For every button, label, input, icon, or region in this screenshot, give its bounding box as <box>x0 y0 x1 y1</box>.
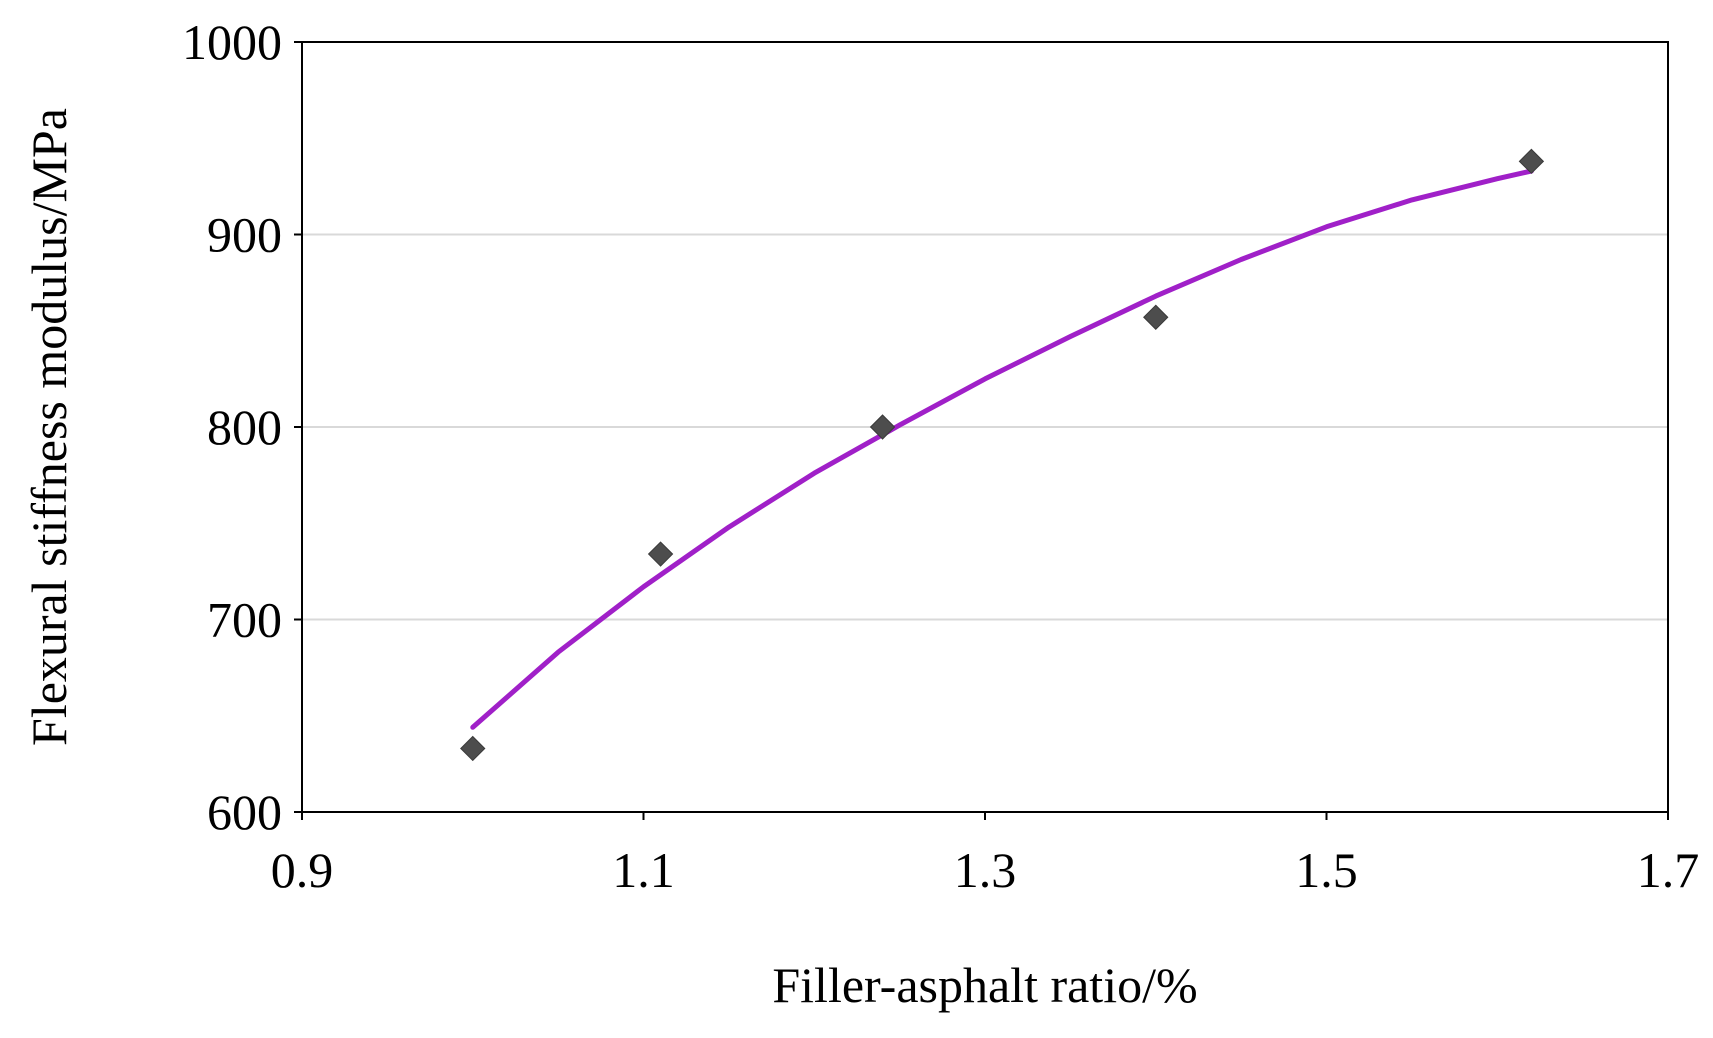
data-point <box>1518 148 1545 175</box>
y-tick-label: 700 <box>207 592 282 648</box>
trendline <box>470 168 1534 730</box>
y-tick-label: 600 <box>207 784 282 840</box>
y-tick-label: 800 <box>207 399 282 455</box>
axis-ticks <box>294 41 1669 820</box>
data-point <box>1143 304 1169 330</box>
x-tick-label: 1.3 <box>954 842 1017 898</box>
data-point <box>647 541 674 567</box>
trendline-layer <box>470 168 1534 730</box>
x-tick-label: 0.9 <box>271 842 334 898</box>
data-point <box>869 414 896 440</box>
y-axis-title: Flexural stiffness modulus/MPa <box>21 108 77 746</box>
x-axis-title: Filler-asphalt ratio/% <box>772 957 1197 1013</box>
y-tick-label: 1000 <box>182 14 282 70</box>
x-tick-label: 1.1 <box>612 842 675 898</box>
data-points <box>460 148 1545 762</box>
data-point <box>460 735 486 762</box>
x-tick-label: 1.7 <box>1637 842 1700 898</box>
gridlines <box>302 233 1668 621</box>
tick-labels: 600 700 800 900 1000 0.9 1.1 1.3 1.5 1.7 <box>182 14 1699 898</box>
y-tick-label: 900 <box>207 207 282 263</box>
x-tick-label: 1.5 <box>1295 842 1358 898</box>
